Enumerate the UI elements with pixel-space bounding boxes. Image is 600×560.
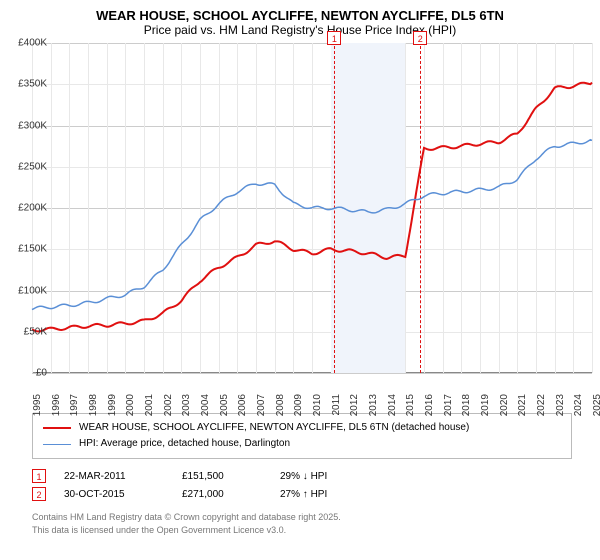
- transaction-table: 1 22-MAR-2011 £151,500 29% ↓ HPI 2 30-OCT-201…: [32, 467, 572, 503]
- transaction-price: £151,500: [182, 471, 262, 482]
- xtick-label: 1997: [69, 394, 80, 416]
- footer-line1: Contains HM Land Registry data © Crown c…: [32, 511, 588, 524]
- chart-lines: [32, 43, 592, 373]
- xtick-label: 2008: [275, 394, 286, 416]
- footer: Contains HM Land Registry data © Crown c…: [32, 511, 588, 536]
- xtick-label: 2025: [592, 394, 600, 416]
- xtick-label: 2020: [499, 394, 510, 416]
- xtick-label: 2002: [163, 394, 174, 416]
- chart-container: WEAR HOUSE, SCHOOL AYCLIFFE, NEWTON AYCL…: [0, 0, 600, 560]
- xtick-label: 2024: [573, 394, 584, 416]
- transaction-date: 30-OCT-2015: [64, 489, 164, 500]
- xtick-label: 2000: [125, 394, 136, 416]
- xtick-label: 1999: [107, 394, 118, 416]
- footer-line2: This data is licensed under the Open Gov…: [32, 524, 588, 537]
- xtick-label: 2001: [144, 394, 155, 416]
- legend-swatch: [43, 444, 71, 445]
- xtick-label: 2005: [219, 394, 230, 416]
- ytick-label: £400K: [18, 38, 47, 49]
- xtick-label: 2023: [555, 394, 566, 416]
- xtick-label: 2014: [387, 394, 398, 416]
- xtick-label: 2019: [480, 394, 491, 416]
- xtick-label: 2003: [181, 394, 192, 416]
- transaction-marker: 1: [32, 469, 46, 483]
- xtick-label: 2009: [293, 394, 304, 416]
- ytick-label: £150K: [18, 244, 47, 255]
- xtick-label: 2007: [256, 394, 267, 416]
- xtick-label: 1996: [51, 394, 62, 416]
- xtick-label: 1998: [88, 394, 99, 416]
- transaction-price: £271,000: [182, 489, 262, 500]
- xtick-label: 1995: [32, 394, 43, 416]
- chart-subtitle: Price paid vs. HM Land Registry's House …: [12, 23, 588, 37]
- legend-swatch: [43, 427, 71, 429]
- xtick-label: 2012: [349, 394, 360, 416]
- legend-text: WEAR HOUSE, SCHOOL AYCLIFFE, NEWTON AYCL…: [79, 420, 469, 436]
- ytick-label: £0: [36, 368, 47, 379]
- xtick-label: 2022: [536, 394, 547, 416]
- ytick-label: £350K: [18, 79, 47, 90]
- xtick-label: 2004: [200, 394, 211, 416]
- xtick-label: 2018: [461, 394, 472, 416]
- transaction-row: 1 22-MAR-2011 £151,500 29% ↓ HPI: [32, 467, 572, 485]
- transaction-marker: 2: [32, 487, 46, 501]
- xtick-label: 2011: [331, 394, 342, 416]
- ytick-label: £200K: [18, 203, 47, 214]
- xtick-label: 2006: [237, 394, 248, 416]
- ytick-label: £250K: [18, 161, 47, 172]
- ytick-label: £50K: [24, 326, 47, 337]
- transaction-diff: 27% ↑ HPI: [280, 489, 360, 500]
- chart-title: WEAR HOUSE, SCHOOL AYCLIFFE, NEWTON AYCL…: [12, 8, 588, 23]
- legend: WEAR HOUSE, SCHOOL AYCLIFFE, NEWTON AYCL…: [32, 413, 572, 459]
- transaction-diff: 29% ↓ HPI: [280, 471, 360, 482]
- legend-item: WEAR HOUSE, SCHOOL AYCLIFFE, NEWTON AYCL…: [43, 420, 561, 436]
- legend-item: HPI: Average price, detached house, Darl…: [43, 436, 561, 452]
- xtick-label: 2015: [405, 394, 416, 416]
- gridline-h: [32, 373, 592, 374]
- series-line: [32, 140, 592, 310]
- gridline-v: [592, 43, 593, 373]
- ytick-label: £300K: [18, 120, 47, 131]
- transaction-row: 2 30-OCT-2015 £271,000 27% ↑ HPI: [32, 485, 572, 503]
- xtick-label: 2013: [368, 394, 379, 416]
- xtick-label: 2016: [424, 394, 435, 416]
- legend-text: HPI: Average price, detached house, Darl…: [79, 436, 290, 452]
- xtick-label: 2017: [443, 394, 454, 416]
- ytick-label: £100K: [18, 285, 47, 296]
- plot-area: 12 £0£50K£100K£150K£200K£250K£300K£350K£…: [32, 43, 592, 373]
- xtick-label: 2010: [312, 394, 323, 416]
- xtick-label: 2021: [517, 394, 528, 416]
- transaction-date: 22-MAR-2011: [64, 471, 164, 482]
